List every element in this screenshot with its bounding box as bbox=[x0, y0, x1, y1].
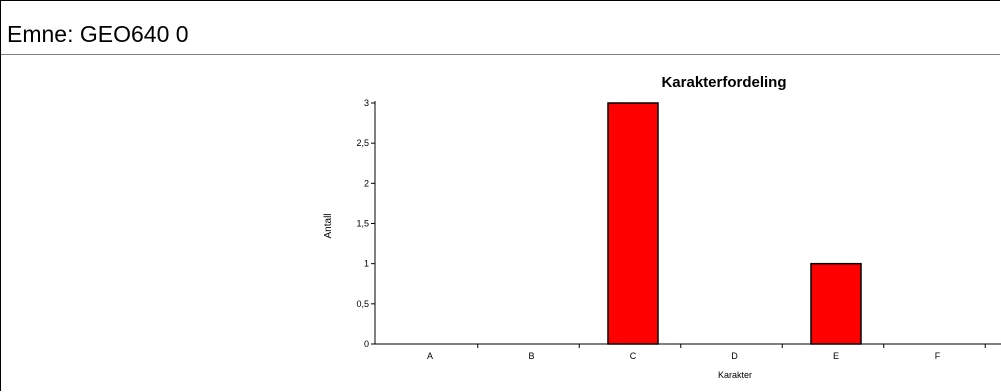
y-axis-label: Antall bbox=[323, 213, 334, 238]
y-tick-label: 0 bbox=[364, 339, 369, 349]
bar-c bbox=[607, 102, 659, 345]
chart-title: Karakterfordeling bbox=[661, 74, 786, 91]
y-tick-label: 1 bbox=[364, 259, 369, 269]
x-tick-label: D bbox=[731, 351, 738, 361]
header-divider bbox=[1, 54, 1000, 55]
x-tick-label: C bbox=[630, 351, 637, 361]
y-tick-label: 0,5 bbox=[356, 299, 369, 309]
y-tick-label: 2,5 bbox=[356, 138, 369, 148]
subject-line: Emne: GEO640 0 bbox=[7, 21, 189, 47]
x-tick-label: F bbox=[935, 351, 941, 361]
y-tick-label: 1,5 bbox=[356, 219, 369, 229]
x-tick-label: A bbox=[427, 351, 433, 361]
bar-e bbox=[810, 262, 862, 345]
x-tick-label: B bbox=[528, 351, 534, 361]
x-axis-label: Karakter bbox=[718, 370, 752, 380]
plot-area: 0 0,5 1 1,5 2 2,5 3 A B C D E F bbox=[356, 98, 1001, 361]
x-tick-label: E bbox=[833, 351, 839, 361]
y-tick-label: 2 bbox=[364, 178, 369, 188]
y-tick-label: 3 bbox=[364, 98, 369, 108]
